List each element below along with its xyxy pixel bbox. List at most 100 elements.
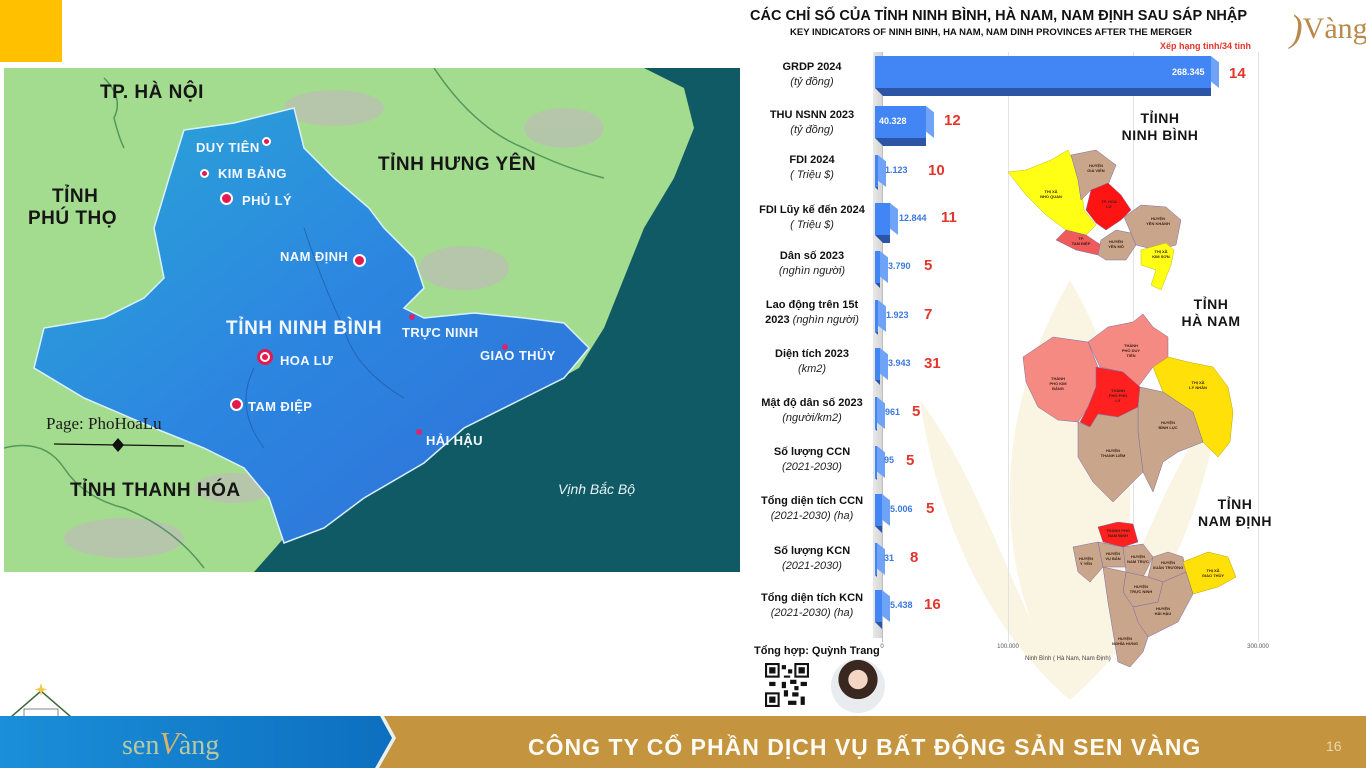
house-logo-icon	[10, 683, 72, 717]
svg-text:YÊN KHÁNH: YÊN KHÁNH	[1146, 221, 1170, 226]
gridline	[1008, 52, 1009, 642]
row-label: Dân số 2023 (nghìn người)	[778, 250, 846, 277]
svg-text:VỤ BẢN: VỤ BẢN	[1105, 556, 1120, 561]
chart-row: Tổng diện tích CCN (2021-2030) (ha)	[0, 494, 1366, 540]
footer-brand-panel	[0, 716, 392, 768]
svg-text:THANH LIÊM: THANH LIÊM	[1101, 453, 1126, 458]
map-graphic	[4, 68, 740, 572]
svg-text:HUYỆN: HUYỆN	[1109, 239, 1123, 244]
brand-logo: )Vàng	[1290, 8, 1366, 50]
city-marker	[230, 398, 243, 411]
city-label: PHỦ LÝ	[242, 193, 293, 208]
bar-value: 268.345	[1172, 67, 1205, 77]
rank-value: 5	[906, 452, 915, 469]
bar-kcn-area	[875, 590, 882, 622]
svg-text:THỊ XÃ: THỊ XÃ	[1206, 568, 1219, 573]
lotus-mark-icon: )	[1290, 8, 1303, 50]
rank-value: 31	[924, 355, 941, 372]
svg-text:Ý YÊN: Ý YÊN	[1080, 561, 1092, 566]
row-label: Tổng diện tích KCN (2021-2030) (ha)	[760, 592, 864, 619]
svg-text:GIAO THỦY: GIAO THỦY	[1202, 573, 1225, 578]
x-tick: 300.000	[1247, 644, 1269, 650]
bar-kcn-count	[875, 543, 877, 575]
rank-value: 12	[944, 112, 961, 129]
svg-text:THỊ XÃ: THỊ XÃ	[1191, 380, 1204, 385]
bar-fdi	[875, 155, 878, 187]
svg-text:HUYỆN: HUYỆN	[1131, 554, 1145, 559]
svg-text:HUYỆN: HUYỆN	[1089, 163, 1103, 168]
svg-text:PHỐ KIM: PHỐ KIM	[1049, 381, 1067, 386]
axis-wall	[873, 52, 882, 638]
chart-subtitle: KEY INDICATORS OF NINH BINH, HA NAM, NAM…	[790, 27, 1193, 38]
city-marker	[200, 169, 209, 178]
footer-bar: senVàng CÔNG TY CỔ PHẦN DỊCH VỤ BẤT ĐỘNG…	[0, 716, 1366, 768]
company-name: CÔNG TY CỔ PHẦN DỊCH VỤ BẤT ĐỘNG SẢN SEN…	[528, 734, 1202, 760]
bar-grdp	[875, 56, 1211, 88]
bar-value: 40.328	[879, 116, 907, 126]
bar-fdi-cumulative	[875, 203, 890, 235]
rank-caption: Xếp hạng tỉnh/34 tỉnh	[1160, 41, 1252, 51]
bar-value: 12.844	[899, 213, 927, 223]
bar-area	[875, 348, 880, 380]
city-marker	[409, 314, 415, 320]
bar-value: 5.438	[890, 600, 913, 610]
city-marker	[502, 344, 508, 350]
bar-ccn-area	[875, 494, 882, 526]
chart-row: Số lượng CCN (2021-2030)	[0, 445, 1366, 491]
rank-value: 11	[941, 209, 957, 226]
accent-square	[0, 0, 62, 62]
label-hanoi: TP. HÀ NỘI	[100, 82, 204, 103]
svg-text:NGHĨA HƯNG: NGHĨA HƯNG	[1112, 641, 1138, 646]
city-marker	[262, 137, 271, 146]
svg-text:LÝ: LÝ	[1115, 398, 1120, 403]
bar-density	[875, 397, 877, 429]
bar-value: 961	[885, 407, 901, 417]
rank-value: 16	[924, 596, 941, 613]
footer-logo: senVàng	[122, 725, 220, 761]
row-label: Mật độ dân số 2023 (người/km2)	[761, 397, 863, 424]
label-phutho-1: TỈNH	[52, 186, 99, 207]
svg-text:NAM TRỰC: NAM TRỰC	[1127, 559, 1149, 564]
svg-text:LÝ NHÂN: LÝ NHÂN	[1189, 385, 1207, 390]
label-ninhbinh: TỈNH NINH BÌNH	[226, 318, 383, 339]
bar-value: 95	[884, 455, 895, 465]
svg-text:KIM SƠN: KIM SƠN	[1152, 254, 1170, 259]
svg-text:TP.: TP.	[1078, 236, 1084, 241]
rank-value: 8	[910, 549, 919, 566]
row-label: FDI Lũy kế đến 2024( Triệu $)	[759, 204, 865, 231]
x-tick: 100.000	[997, 644, 1019, 650]
svg-text:GIA VIỄN: GIA VIỄN	[1087, 168, 1105, 173]
bar-value: 3.790	[888, 261, 911, 271]
label-page-credit: Page: PhoHoaLu	[46, 414, 162, 433]
svg-text:HUYỆN: HUYỆN	[1151, 216, 1165, 221]
row-label: Lao động trên 15t 2023 (nghìn người)	[765, 299, 859, 326]
svg-text:HUYỆN: HUYỆN	[1161, 560, 1175, 565]
province-title-namdinh: TỈNH NAM ĐỊNH	[1198, 496, 1272, 529]
label-thanhhoa: TỈNH THANH HÓA	[70, 480, 241, 501]
bar-thu-nsnn	[875, 106, 926, 138]
bar-ccn-count	[875, 446, 877, 478]
qr-code-icon[interactable]	[765, 663, 809, 707]
svg-text:TP. HOA: TP. HOA	[1101, 199, 1117, 204]
svg-text:TRỰC NINH: TRỰC NINH	[1130, 589, 1153, 594]
row-label: FDI 2024( Triệu $)	[789, 154, 835, 181]
label-phutho-2: PHÚ THỌ	[28, 208, 117, 229]
svg-text:HUYỆN: HUYỆN	[1106, 551, 1120, 556]
city-label: NAM ĐỊNH	[280, 249, 349, 264]
row-label: Số lượng KCN (2021-2030)	[773, 545, 851, 572]
row-label: THU NSNN 2023 (tỷ đồng)	[769, 109, 855, 136]
chart-row: GRDP 2024 (tỷ đồng)	[0, 60, 1366, 106]
city-label: TAM ĐIỆP	[248, 399, 313, 414]
bar-value: 1.923	[886, 310, 909, 320]
chart-row: Mật độ dân số 2023 (người/km2)	[0, 396, 1366, 442]
y-axis	[882, 52, 883, 642]
svg-text:THỊ XÃ: THỊ XÃ	[1044, 189, 1057, 194]
chart-row: FDI Lũy kế đến 2024( Triệu $)	[0, 203, 1366, 249]
city-label: DUY TIÊN	[196, 140, 260, 155]
chart-row: FDI 2024( Triệu $)	[0, 153, 1366, 199]
chart-row: THU NSNN 2023 (tỷ đồng)	[0, 108, 1366, 154]
svg-text:HUYỆN: HUYỆN	[1134, 584, 1148, 589]
label-sea: Vịnh Bắc Bộ	[558, 481, 636, 497]
